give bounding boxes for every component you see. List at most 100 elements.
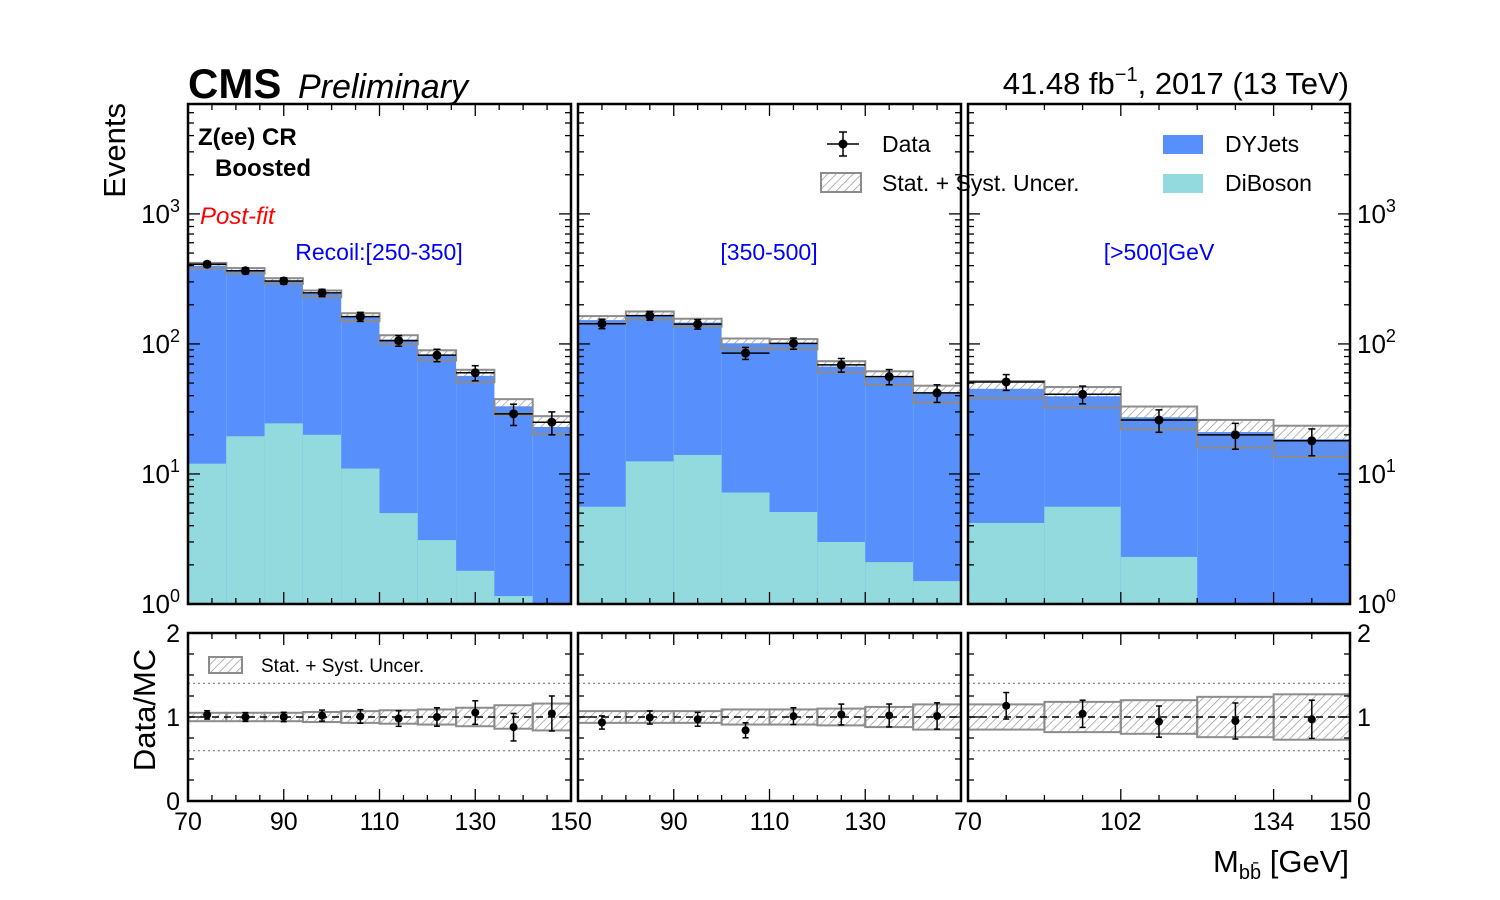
ratio-point bbox=[1155, 705, 1163, 738]
lumi-year-energy: , 2017 (13 TeV) bbox=[1138, 66, 1349, 101]
bin-label-3: [>500]GeV bbox=[1104, 239, 1215, 265]
ratio-marker bbox=[356, 712, 365, 721]
data-point bbox=[913, 384, 961, 404]
data-point bbox=[817, 357, 866, 373]
x-tick-label: 130 bbox=[844, 808, 886, 836]
data-point bbox=[494, 403, 533, 427]
data-marker bbox=[1154, 415, 1164, 425]
diboson-bar bbox=[226, 436, 265, 604]
diboson-bar bbox=[817, 541, 866, 604]
legend-dyjets-label: DYJets bbox=[1225, 131, 1299, 157]
ratio-point bbox=[597, 715, 606, 730]
ratio-marker bbox=[394, 714, 403, 723]
data-point bbox=[188, 259, 227, 269]
dyjets-bar bbox=[494, 406, 533, 604]
data-marker bbox=[1078, 389, 1088, 399]
category-label: Boosted bbox=[215, 155, 311, 182]
ratio-marker bbox=[789, 712, 798, 721]
x-tick-label: 134 bbox=[1253, 808, 1295, 836]
diboson-bar bbox=[188, 463, 227, 604]
data-marker bbox=[884, 372, 894, 382]
data-point bbox=[1197, 422, 1274, 450]
y-tick-label: 100 bbox=[141, 586, 180, 619]
data-point bbox=[532, 411, 571, 436]
dyjets-bar bbox=[1197, 432, 1274, 604]
x-tick-label: 110 bbox=[360, 808, 400, 836]
ratio-tick-label: 0 bbox=[166, 788, 180, 816]
lumi-exponent: −1 bbox=[1115, 64, 1138, 86]
dyjets-bar bbox=[532, 426, 571, 604]
ratio-point bbox=[1307, 699, 1316, 740]
ratio-point bbox=[1078, 699, 1087, 729]
y-tick-label: 102 bbox=[1357, 326, 1396, 359]
data-point bbox=[417, 348, 457, 363]
legend: Data Stat. + Syst. Uncer. DYJets DiBoson bbox=[820, 131, 1312, 196]
ratio-marker bbox=[203, 710, 212, 719]
data-point bbox=[302, 288, 342, 298]
ratio-marker bbox=[885, 711, 894, 720]
ratio-marker bbox=[597, 718, 606, 727]
ratio-point bbox=[837, 703, 846, 726]
diboson-bar bbox=[302, 434, 342, 604]
y-tick-label: 103 bbox=[141, 196, 180, 229]
ratio-tick-label: 0 bbox=[1357, 788, 1371, 816]
bin-label-2: [350-500] bbox=[720, 239, 817, 265]
x-tick-label: 150 bbox=[550, 808, 592, 836]
data-marker bbox=[645, 311, 655, 321]
ratio-y-axis-title: Data/MC bbox=[127, 649, 162, 771]
dyjets-bar bbox=[1273, 439, 1350, 604]
data-marker bbox=[932, 388, 942, 398]
data-marker bbox=[547, 417, 557, 427]
ratio-point bbox=[933, 702, 942, 730]
x-axis-title-var: M bbox=[1213, 844, 1239, 879]
ratio-marker bbox=[547, 709, 556, 718]
data-point bbox=[721, 346, 770, 361]
diboson-bar bbox=[769, 511, 818, 604]
ratio-marker bbox=[279, 713, 288, 721]
ratio-marker bbox=[933, 711, 942, 720]
data-point bbox=[673, 318, 722, 330]
ratio-point bbox=[241, 711, 250, 723]
data-marker bbox=[1001, 377, 1011, 387]
y-axis-title: Events bbox=[97, 103, 132, 198]
ratio-marker bbox=[432, 713, 441, 721]
ratio-point bbox=[547, 695, 556, 732]
ratio-point bbox=[432, 707, 441, 727]
cms-label: CMS bbox=[188, 60, 281, 107]
data-marker bbox=[470, 368, 480, 378]
lumi-value: 41.48 fb bbox=[1003, 66, 1115, 101]
ratio-point bbox=[885, 703, 894, 728]
ratio-marker bbox=[1078, 709, 1087, 718]
x-tick-label: 110 bbox=[750, 808, 790, 836]
data-marker bbox=[693, 319, 703, 329]
data-point bbox=[865, 368, 914, 386]
ratio-point bbox=[471, 700, 480, 726]
ratio-marker bbox=[1002, 701, 1011, 710]
ratio-point bbox=[693, 711, 702, 727]
ratio-point bbox=[1231, 702, 1240, 740]
data-point bbox=[264, 276, 303, 286]
data-marker bbox=[741, 348, 751, 358]
data-marker bbox=[509, 409, 519, 419]
diboson-bar bbox=[341, 468, 380, 604]
data-marker bbox=[394, 336, 404, 346]
data-marker bbox=[355, 312, 365, 322]
diboson-bar bbox=[417, 540, 457, 604]
ratio-point bbox=[509, 712, 518, 742]
data-marker bbox=[788, 338, 798, 348]
data-point bbox=[226, 266, 265, 276]
ratio-marker bbox=[1307, 715, 1316, 724]
ratio-marker bbox=[837, 710, 846, 719]
data-marker bbox=[432, 350, 442, 360]
ratio-point bbox=[356, 708, 365, 725]
ratio-tick-label: 1 bbox=[166, 704, 180, 732]
legend-diboson-swatch bbox=[1163, 174, 1203, 193]
y-tick-label: 101 bbox=[141, 456, 180, 489]
data-point bbox=[379, 334, 418, 347]
x-tick-label: 90 bbox=[270, 808, 298, 836]
ratio-marker bbox=[1231, 717, 1240, 725]
ratio-point bbox=[741, 722, 750, 739]
data-point bbox=[1273, 428, 1350, 457]
ratio-marker bbox=[741, 726, 750, 735]
